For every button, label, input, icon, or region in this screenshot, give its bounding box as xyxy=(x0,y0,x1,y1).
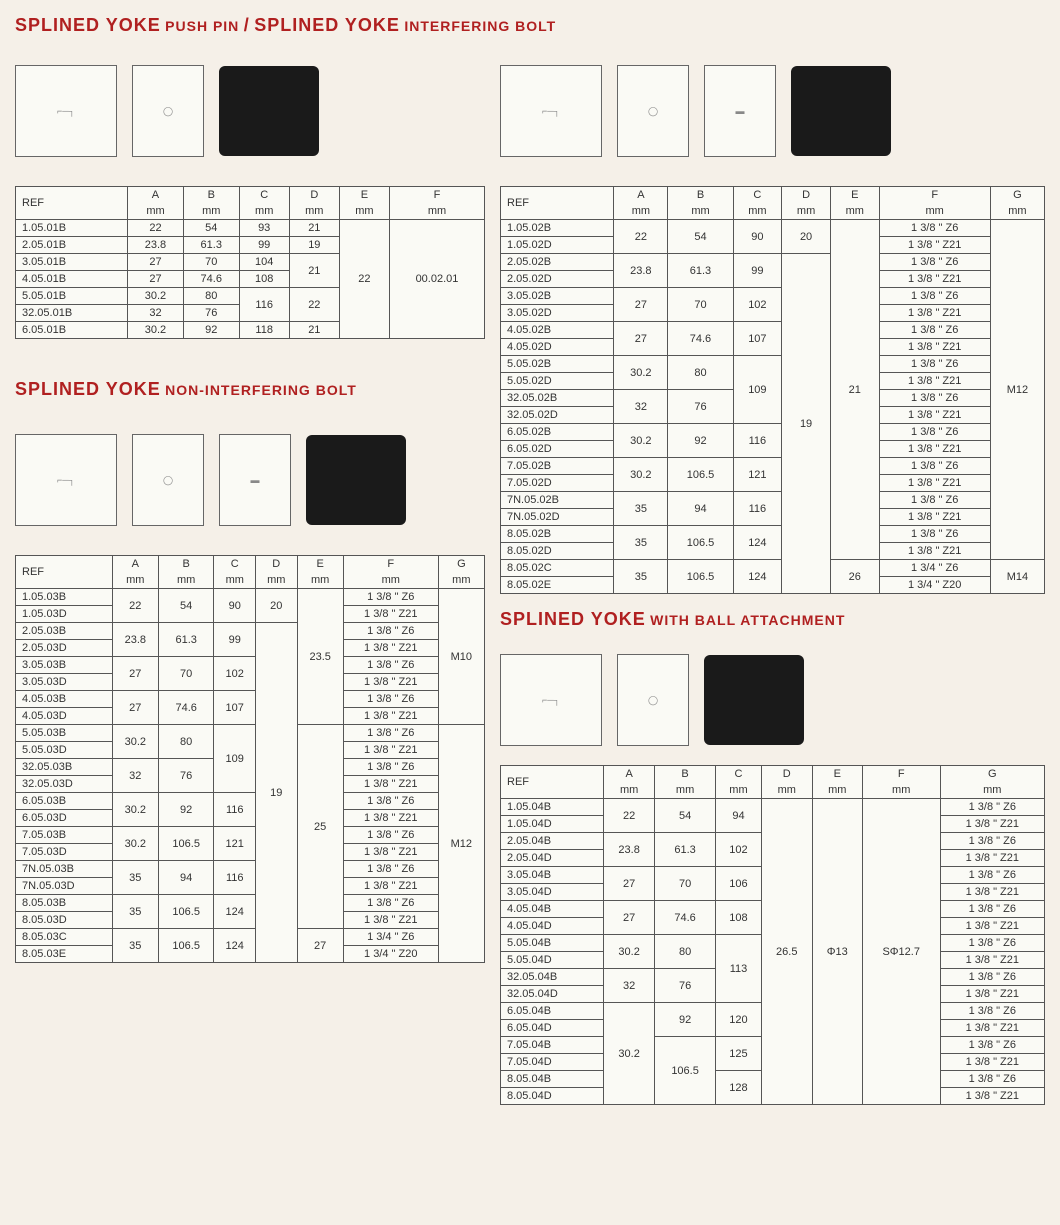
table-row: 7.05.03B30.2106.51211 3/8 " Z6 xyxy=(16,827,485,844)
table-row: 7N.05.02B35941161 3/8 " Z6 xyxy=(501,492,1045,509)
table-row: 8.05.03C35106.5124271 3/4 " Z6 xyxy=(16,929,485,946)
table-row: 4.05.03B2774.61071 3/8 " Z6 xyxy=(16,691,485,708)
tech-drawing-4: ◯ xyxy=(132,434,204,526)
table-row: 7N.05.03B35941161 3/8 " Z6 xyxy=(16,861,485,878)
table-row: 2.05.02B23.861.399191 3/8 " Z6 xyxy=(501,254,1045,271)
table-row: 8.05.02B35106.51241 3/8 " Z6 xyxy=(501,526,1045,543)
table-row: 7.05.02B30.2106.51211 3/8 " Z6 xyxy=(501,458,1045,475)
tech-drawing-7: ⌐─┐ xyxy=(500,654,602,746)
diagram-nonint: ⌐─┐ ◯ ▬ xyxy=(15,405,485,555)
title-1b: PUSH PIN xyxy=(165,18,239,34)
bolt-drawing-2: ▬ xyxy=(704,65,776,157)
table-row: 6.05.02B30.2921161 3/8 " Z6 xyxy=(501,424,1045,441)
diagram-interfering: ⌐─┐ ◯ ▬ xyxy=(500,36,1045,186)
table-row: 5.05.03B30.280109251 3/8 " Z6M12 xyxy=(16,725,485,742)
section-title-3: SPLINED YOKE WITH BALL ATTACHMENT xyxy=(500,609,1045,630)
table-row: 3.05.03B27701021 3/8 " Z6 xyxy=(16,657,485,674)
page-header: SPLINED YOKE PUSH PIN / SPLINED YOKE INT… xyxy=(15,15,1045,36)
tech-drawing-2: ◯ xyxy=(132,65,204,157)
table-row: 3.05.02B27701021 3/8 " Z6 xyxy=(501,288,1045,305)
table-row: 6.05.03B30.2921161 3/8 " Z6 xyxy=(16,793,485,810)
table-row: 1.05.01B225493212200.02.01 xyxy=(16,220,485,237)
diagram-pushpin: ⌐─┐ ◯ xyxy=(15,36,485,186)
table-row: 8.05.03B35106.51241 3/8 " Z6 xyxy=(16,895,485,912)
table-row: 2.05.03B23.861.399191 3/8 " Z6 xyxy=(16,623,485,640)
table-pushpin: REF AB CD EF mmmm mmmm mmmm 1.05.01B2254… xyxy=(15,186,485,339)
table-row: 4.05.02B2774.61071 3/8 " Z6 xyxy=(501,322,1045,339)
table-row: 1.05.02B22549020211 3/8 " Z6M12 xyxy=(501,220,1045,237)
table-row: 1.05.03B2254902023.51 3/8 " Z6M10 xyxy=(16,589,485,606)
table-row: 1.05.04B22549426.5Φ13SΦ12.71 3/8 " Z6 xyxy=(501,799,1045,816)
tech-drawing-3: ⌐─┐ xyxy=(15,434,117,526)
bolt-drawing: ▬ xyxy=(219,434,291,526)
diagram-ball: ⌐─┐ ◯ xyxy=(500,635,1045,765)
title-1c: SPLINED YOKE xyxy=(254,15,400,35)
yoke-photo-4 xyxy=(704,655,804,745)
tech-drawing-1: ⌐─┐ xyxy=(15,65,117,157)
col-ref: REF xyxy=(16,187,128,220)
title-1d: INTERFERING BOLT xyxy=(404,18,556,34)
table-row: 8.05.02C35106.5124261 3/4 " Z6M14 xyxy=(501,560,1045,577)
tech-drawing-6: ◯ xyxy=(617,65,689,157)
section-title-2: SPLINED YOKE NON-INTERFERING BOLT xyxy=(15,379,485,400)
table-row: 5.05.02B30.2801091 3/8 " Z6 xyxy=(501,356,1045,373)
table-interfering: REFABCDEFGmmmmmmmmmmmmmm1.05.02B22549020… xyxy=(500,186,1045,594)
title-1a: SPLINED YOKE xyxy=(15,15,161,35)
tech-drawing-8: ◯ xyxy=(617,654,689,746)
yoke-photo-3 xyxy=(791,66,891,156)
table-ball: REFABCDEFGmmmmmmmmmmmmmm1.05.04B22549426… xyxy=(500,765,1045,1105)
tech-drawing-5: ⌐─┐ xyxy=(500,65,602,157)
table-nonint: REFABCDEFGmmmmmmmmmmmmmm1.05.03B22549020… xyxy=(15,555,485,963)
yoke-photo-2 xyxy=(306,435,406,525)
yoke-photo-1 xyxy=(219,66,319,156)
